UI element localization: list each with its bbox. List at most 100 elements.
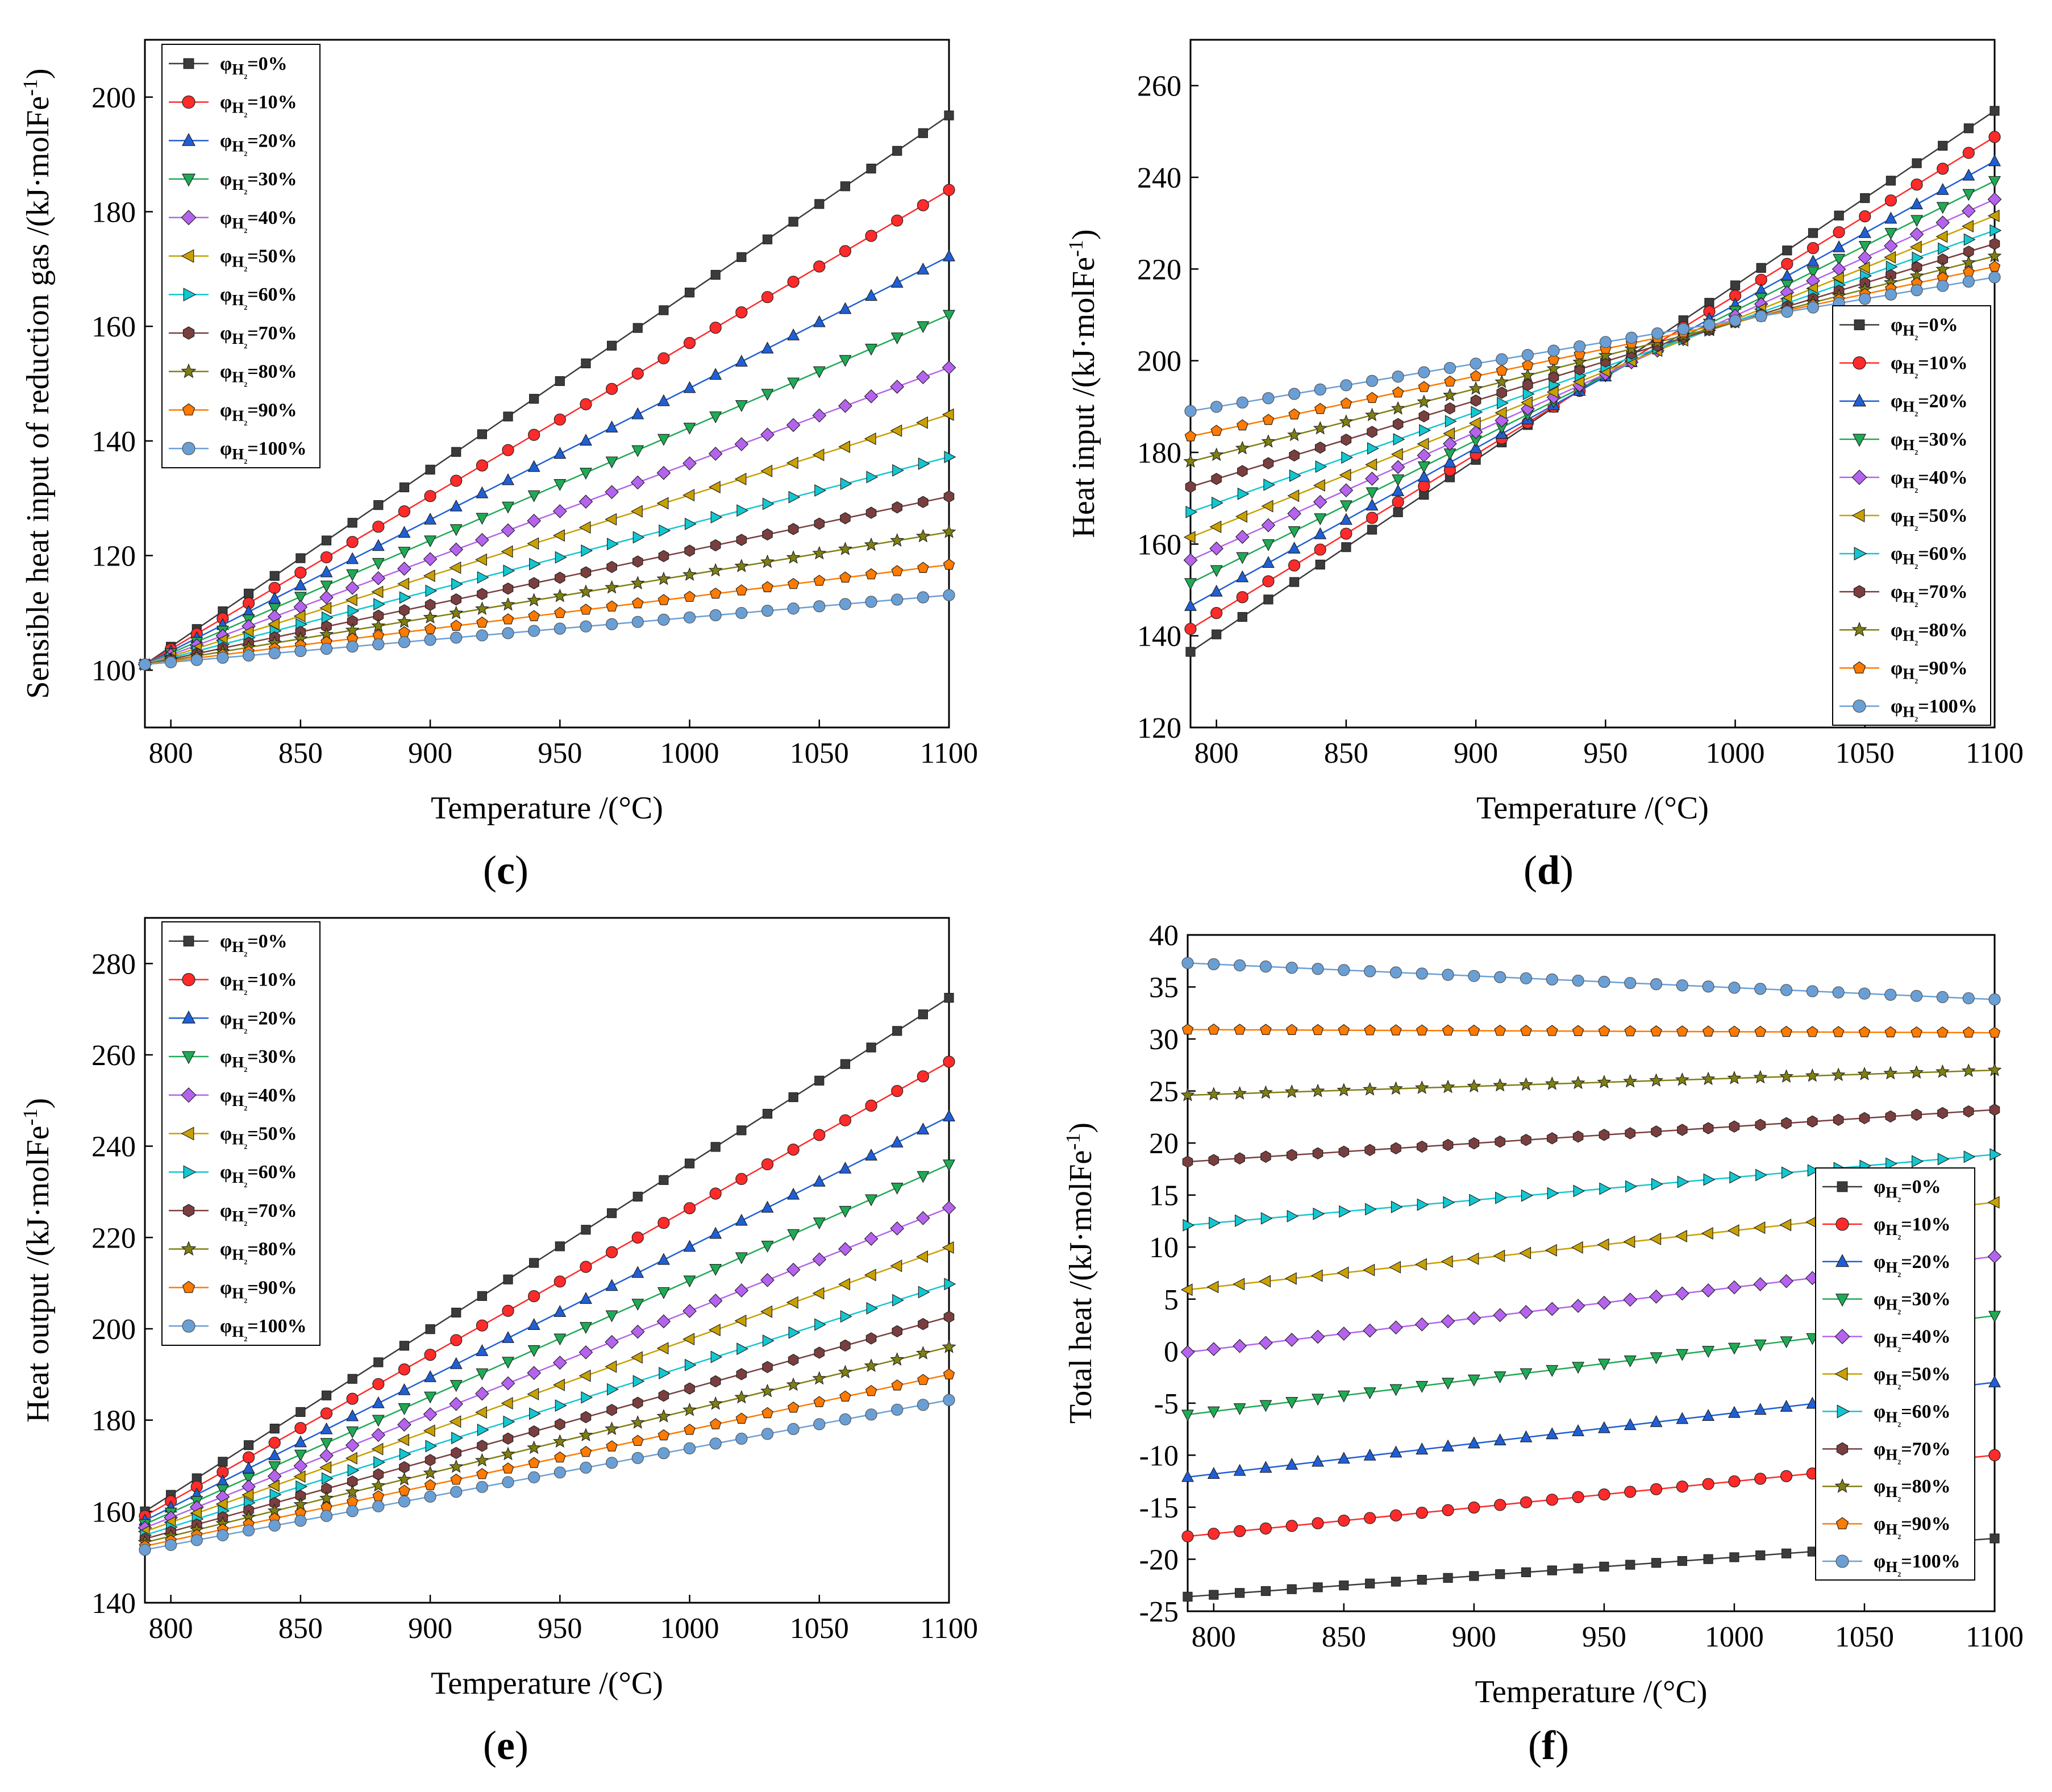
data-point	[1260, 1024, 1272, 1035]
panel-e: 800 850 900 950 1000 1050 1100 140 160 180 200 220 2…	[19, 917, 978, 1768]
data-point	[1518, 1077, 1533, 1091]
data-point	[709, 1437, 722, 1450]
data-point	[1859, 210, 1871, 223]
data-point	[1337, 1327, 1351, 1341]
data-point	[1963, 1150, 1976, 1163]
data-point	[1546, 1427, 1559, 1440]
data-point	[1237, 465, 1248, 477]
data-point	[1806, 985, 1818, 997]
data-point	[1675, 1286, 1689, 1301]
data-point	[1520, 972, 1533, 984]
data-point	[865, 343, 878, 356]
data-point	[1962, 1026, 1975, 1038]
data-point	[657, 394, 670, 406]
data-point	[656, 1342, 669, 1355]
data-point	[890, 1183, 904, 1195]
data-point	[475, 601, 489, 616]
data-point	[761, 605, 774, 617]
data-point	[892, 1026, 902, 1036]
data-point	[1442, 1378, 1455, 1390]
data-point	[684, 544, 695, 557]
data-point	[1649, 1233, 1662, 1245]
x-tick-label: 850	[1324, 737, 1368, 770]
data-point	[1884, 288, 1897, 301]
data-point	[371, 571, 386, 585]
data-point	[1441, 1079, 1455, 1094]
data-point	[553, 1333, 567, 1346]
data-point	[632, 1191, 643, 1202]
data-point	[529, 1407, 541, 1420]
data-point	[320, 1510, 333, 1522]
panel-d: 800 850 900 950 1000 1050 1100 120 140 160 180 200 2…	[1064, 39, 2024, 893]
plot-frame	[1189, 39, 1996, 729]
data-point	[1573, 1184, 1585, 1198]
data-point	[1418, 410, 1430, 423]
data-point	[1702, 1409, 1715, 1421]
data-point	[1391, 1142, 1401, 1155]
x-tick-label: 1050	[790, 1612, 849, 1645]
data-point	[1365, 471, 1379, 486]
data-point	[1754, 1339, 1767, 1352]
data-point	[1417, 1575, 1427, 1585]
data-point	[398, 1403, 411, 1415]
data-point	[477, 588, 488, 600]
data-point	[1807, 1026, 1818, 1037]
data-point	[399, 1461, 410, 1474]
data-point	[865, 596, 877, 608]
data-point	[942, 1241, 954, 1254]
data-point	[502, 582, 514, 595]
data-point	[1469, 1194, 1481, 1207]
legend-entry-0-marker	[183, 58, 194, 69]
data-point	[449, 524, 463, 537]
data-point	[1649, 1289, 1663, 1304]
data-point	[735, 606, 748, 619]
x-tick-label: 850	[278, 1612, 323, 1645]
data-point	[424, 634, 436, 646]
data-point	[708, 447, 723, 461]
data-point	[1391, 1577, 1401, 1587]
data-point	[761, 291, 774, 303]
data-point	[397, 577, 410, 591]
data-point	[502, 1476, 514, 1489]
data-point	[1416, 1381, 1429, 1393]
data-point	[553, 1466, 566, 1479]
data-point	[1989, 224, 2002, 237]
data-point	[760, 427, 775, 442]
data-point	[397, 614, 411, 628]
legend-entry-1-label: φH₂=10%	[1874, 1214, 1951, 1240]
data-point	[1365, 1578, 1375, 1589]
data-point	[736, 252, 747, 262]
data-point	[1310, 1083, 1325, 1097]
y-tick-label: 5	[1164, 1284, 1179, 1316]
data-point	[684, 1424, 696, 1435]
data-point	[762, 528, 773, 541]
y-tick-label: -25	[1139, 1596, 1179, 1628]
data-point	[709, 368, 722, 380]
data-point	[1260, 1150, 1271, 1163]
data-point	[294, 1422, 307, 1435]
data-point	[786, 1296, 798, 1309]
data-point	[449, 1396, 464, 1411]
data-point	[786, 456, 798, 469]
data-point	[1392, 386, 1404, 398]
data-point	[501, 1397, 513, 1410]
data-point	[1233, 1463, 1246, 1476]
series-6	[140, 1278, 956, 1542]
data-point	[891, 1403, 904, 1416]
data-point	[1286, 1149, 1297, 1161]
data-point	[892, 501, 902, 514]
data-point	[319, 1491, 334, 1504]
data-point	[1702, 1346, 1715, 1358]
data-point	[918, 1318, 929, 1331]
data-point	[1288, 559, 1301, 572]
legend-entry-9-marker	[1853, 661, 1866, 673]
data-point	[1781, 306, 1793, 318]
x-tick-label: 900	[1452, 1621, 1496, 1653]
data-point	[1833, 240, 1846, 252]
data-point	[1572, 1424, 1585, 1436]
data-point	[1599, 336, 1612, 348]
data-point	[502, 1462, 514, 1474]
y-tick-label: 200	[91, 82, 136, 114]
data-point	[1522, 359, 1534, 371]
data-point	[865, 289, 878, 301]
